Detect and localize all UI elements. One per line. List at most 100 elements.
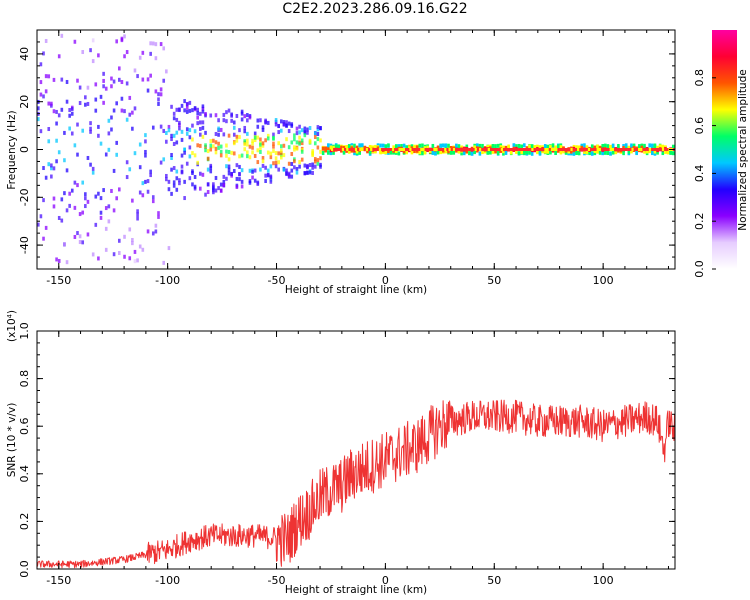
heatmap-cell — [248, 179, 252, 184]
heatmap-cell — [269, 164, 273, 169]
heatmap-cell — [144, 149, 147, 154]
heatmap-cell — [475, 143, 479, 148]
heatmap-cell — [293, 147, 296, 152]
heatmap-cell — [311, 149, 314, 154]
heatmap-cell — [50, 166, 53, 171]
heatmap-cell — [178, 178, 181, 183]
heatmap-cell — [622, 151, 625, 156]
heatmap-cell — [141, 181, 145, 186]
heatmap-cell — [206, 156, 210, 161]
heatmap-cell — [167, 124, 171, 129]
heatmap-cell — [300, 128, 304, 133]
heatmap-cell — [170, 155, 173, 160]
heatmap-cell — [243, 142, 247, 147]
heatmap-cell — [598, 150, 602, 155]
heatmap-cell — [185, 161, 189, 166]
heatmap-cell — [347, 149, 351, 154]
heatmap-cell — [180, 164, 184, 169]
heatmap-ridge-cell — [596, 148, 600, 151]
heatmap-cell — [295, 140, 299, 145]
heatmap-cell — [311, 153, 314, 158]
heatmap-cell — [81, 50, 85, 55]
heatmap-cell — [39, 214, 43, 219]
heatmap-cell — [259, 137, 262, 142]
heatmap-cell — [575, 150, 578, 155]
heatmap-cell — [37, 117, 40, 122]
heatmap-cell — [397, 151, 401, 156]
heatmap-cell — [282, 153, 286, 158]
heatmap-cell — [272, 161, 275, 166]
heatmap-cell — [536, 150, 539, 155]
heatmap-ridge-cell — [620, 148, 623, 151]
heatmap-cell — [97, 256, 100, 261]
heatmap-cell — [306, 130, 309, 135]
heatmap-cell — [136, 209, 139, 214]
heatmap-cell — [298, 141, 301, 146]
y-tick-label: -20 — [18, 188, 31, 206]
heatmap-ridge-cell — [537, 148, 541, 151]
heatmap-cell — [232, 120, 236, 125]
heatmap-cell — [94, 82, 98, 87]
heatmap-cell — [421, 143, 424, 148]
heatmap-cell — [84, 196, 87, 201]
heatmap-cell — [110, 127, 113, 132]
heatmap-cell — [128, 167, 132, 172]
heatmap-cell — [118, 251, 121, 256]
heatmap-cell — [449, 150, 453, 155]
heatmap-cell — [188, 154, 192, 159]
heatmap-ridge-cell — [664, 148, 667, 151]
heatmap-cell — [222, 179, 226, 184]
heatmap-cell — [73, 39, 77, 44]
heatmap-ridge-cell — [651, 148, 654, 151]
heatmap-cell — [624, 143, 628, 148]
heatmap-cell — [295, 146, 299, 151]
heatmap-cell — [131, 198, 134, 203]
heatmap-ridge-cell — [557, 148, 560, 151]
heatmap-cell — [102, 71, 105, 76]
heatmap-cell — [248, 155, 252, 160]
heatmap-cell — [481, 143, 484, 148]
heatmap-cell — [214, 132, 218, 137]
heatmap-cell — [76, 152, 79, 157]
heatmap-cell — [238, 128, 241, 133]
heatmap-cell — [110, 188, 113, 193]
heatmap-cell — [217, 132, 220, 137]
heatmap-cell — [131, 110, 134, 115]
heatmap-cell — [261, 163, 265, 168]
heatmap-cell — [266, 120, 270, 125]
heatmap-cell — [400, 144, 403, 149]
heatmap-cell — [232, 141, 236, 146]
heatmap-cell — [97, 191, 100, 196]
heatmap-cell — [355, 145, 359, 150]
heatmap-cell — [290, 168, 294, 173]
heatmap-cell — [240, 168, 244, 173]
heatmap-cell — [347, 144, 351, 149]
spectrogram-x-ticks: -150 -100 -50 0 50 100 — [36, 30, 669, 287]
heatmap-cell — [193, 184, 197, 189]
heatmap-cell — [206, 182, 210, 187]
heatmap-cell — [55, 257, 58, 262]
heatmap-cell — [473, 145, 476, 150]
heatmap-cell — [590, 144, 594, 149]
heatmap-cell — [165, 177, 168, 182]
heatmap-cell — [460, 145, 463, 150]
heatmap-cell — [601, 151, 605, 156]
heatmap-ridge-cell — [407, 148, 410, 151]
heatmap-cell — [70, 188, 74, 193]
heatmap-cell — [559, 145, 563, 150]
heatmap-cell — [42, 94, 45, 99]
heatmap-cell — [89, 126, 92, 131]
heatmap-ridge-cell — [633, 148, 637, 151]
heatmap-cell — [222, 132, 226, 137]
heatmap-ridge-cell — [583, 148, 586, 151]
heatmap-cell — [287, 145, 291, 150]
heatmap-cell — [94, 194, 98, 199]
heatmap-cell — [217, 145, 220, 150]
heatmap-cell — [329, 148, 333, 153]
heatmap-cell — [627, 149, 631, 154]
heatmap-cell — [60, 77, 64, 82]
heatmap-cell — [232, 169, 236, 174]
heatmap-cell — [138, 165, 142, 170]
heatmap-cell — [212, 186, 215, 191]
heatmap-cell — [457, 144, 461, 149]
